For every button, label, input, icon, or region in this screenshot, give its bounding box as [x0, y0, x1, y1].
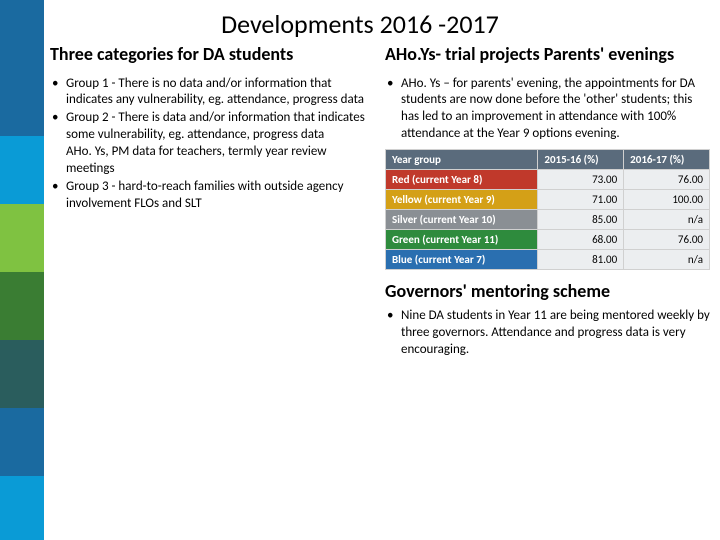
list-item: Group 1 - There is no data and/or inform…: [50, 76, 375, 110]
left-bar-segment: [0, 408, 44, 476]
table-cell: 81.00: [538, 250, 624, 270]
right-bullets-2: Nine DA students in Year 11 are being me…: [385, 308, 710, 359]
left-bar-segment: [0, 204, 44, 272]
table-cell: 76.00: [624, 170, 710, 190]
table-header-cell: 2016-17 (%): [624, 150, 710, 170]
table-row: Yellow (current Year 9)71.00100.00: [386, 190, 710, 210]
table-row: Green (current Year 11)68.0076.00: [386, 230, 710, 250]
table-cell: 85.00: [538, 210, 624, 230]
table-cell: 68.00: [538, 230, 624, 250]
table-cell: 76.00: [624, 230, 710, 250]
right-column: AHo.Ys- trial projects Parents' evenings…: [385, 44, 710, 360]
table-row-label: Red (current Year 8): [386, 170, 538, 190]
right-bullet-2: Nine DA students in Year 11 are being me…: [385, 308, 710, 359]
attendance-table: Year group2015-16 (%)2016-17 (%)Red (cur…: [385, 149, 710, 270]
table-row: Red (current Year 8)73.0076.00: [386, 170, 710, 190]
table-cell: 71.00: [538, 190, 624, 210]
left-heading: Three categories for DA students: [50, 44, 375, 66]
table-row: Blue (current Year 7)81.00n/a: [386, 250, 710, 270]
left-bar-segment: [0, 136, 44, 204]
left-bar-segment: [0, 476, 44, 540]
two-column-layout: Three categories for DA students Group 1…: [0, 44, 720, 360]
left-bar-segment: [0, 68, 44, 136]
page-title: Developments 2016 -2017: [0, 0, 720, 44]
left-bullets: Group 1 - There is no data and/or inform…: [50, 76, 375, 213]
table-row-label: Blue (current Year 7): [386, 250, 538, 270]
left-column: Three categories for DA students Group 1…: [50, 44, 375, 360]
right-heading-1: AHo.Ys- trial projects Parents' evenings: [385, 44, 710, 66]
table-row-label: Green (current Year 11): [386, 230, 538, 250]
list-item-subline: AHo. Ys, PM data for teachers, termly ye…: [66, 144, 375, 178]
table-header-cell: Year group: [386, 150, 538, 170]
table-cell: 73.00: [538, 170, 624, 190]
left-color-bar: [0, 0, 44, 540]
list-item: Group 2 - There is data and/or informati…: [50, 110, 375, 178]
right-bullets-1: AHo. Ys – for parents' evening, the appo…: [385, 76, 710, 144]
right-bullet-1: AHo. Ys – for parents' evening, the appo…: [385, 76, 710, 144]
list-item: Group 3 - hard-to-reach families with ou…: [50, 179, 375, 213]
table-cell: 100.00: [624, 190, 710, 210]
table-cell: n/a: [624, 250, 710, 270]
left-bar-segment: [0, 272, 44, 340]
table-header-cell: 2015-16 (%): [538, 150, 624, 170]
table-row: Silver (current Year 10)85.00n/a: [386, 210, 710, 230]
left-bar-segment: [0, 0, 44, 68]
right-heading-2: Governors' mentoring scheme: [385, 280, 710, 302]
table-cell: n/a: [624, 210, 710, 230]
left-bar-segment: [0, 340, 44, 408]
table-row-label: Silver (current Year 10): [386, 210, 538, 230]
table-row-label: Yellow (current Year 9): [386, 190, 538, 210]
